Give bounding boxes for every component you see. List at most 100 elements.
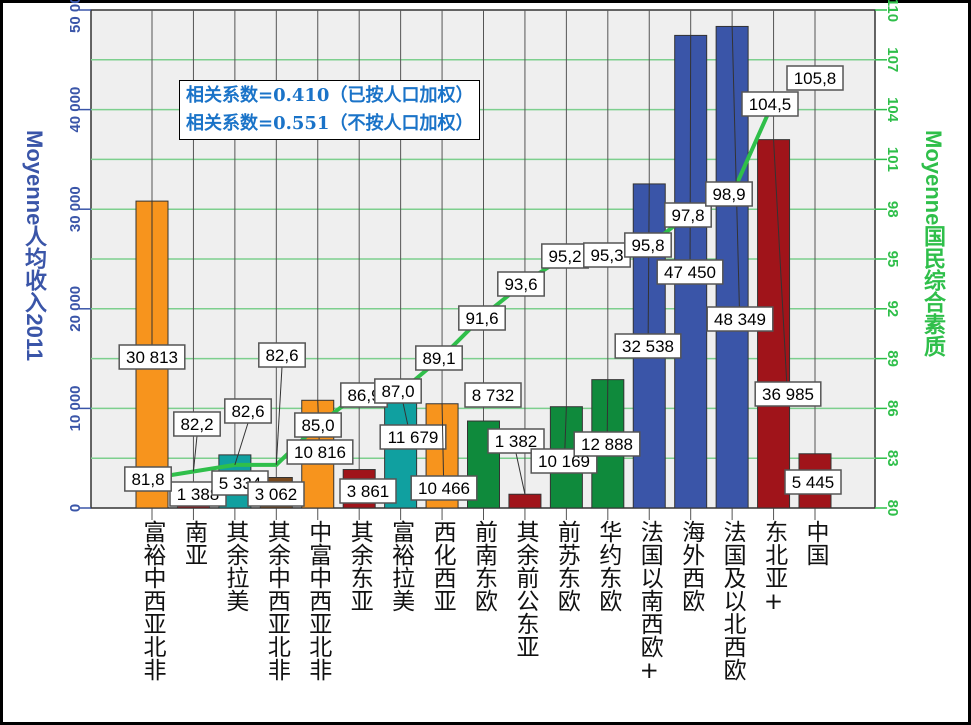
data-label-box bbox=[664, 202, 712, 228]
y-tick-label-right: 80 bbox=[884, 500, 901, 517]
quality-value-label: 105,8 bbox=[786, 65, 844, 91]
leader-line bbox=[192, 435, 198, 472]
quality-value-label: 89,1 bbox=[415, 345, 463, 371]
income-value-label: 3 062 bbox=[247, 481, 305, 507]
category-label: 中富中西亚北非 bbox=[304, 520, 331, 681]
y-tick-label-right: 110 bbox=[884, 0, 901, 22]
data-label-text: 12 888 bbox=[581, 435, 633, 454]
y-tick-label-right: 89 bbox=[884, 350, 901, 367]
data-label-text: 87,0 bbox=[381, 382, 414, 401]
quality-value-label: 82,6 bbox=[258, 342, 306, 465]
leader-line bbox=[773, 139, 789, 407]
data-label-box bbox=[294, 412, 342, 438]
data-label-box bbox=[464, 382, 522, 408]
quality-value-label: 91,6 bbox=[458, 305, 506, 331]
quality-value-label: 95,3 bbox=[583, 242, 631, 268]
data-label-text: 10 816 bbox=[294, 443, 346, 462]
data-label-box bbox=[173, 411, 221, 437]
data-label-text: 86,9 bbox=[347, 386, 380, 405]
category-label: 其余拉美 bbox=[221, 520, 248, 612]
data-label-box bbox=[786, 65, 844, 91]
data-label-text: 95,2 bbox=[548, 247, 581, 266]
quality-value-label: 87,0 bbox=[374, 378, 422, 404]
data-label-box bbox=[374, 378, 422, 404]
income-value-label: 10 816 bbox=[286, 400, 354, 465]
data-label-text: 10 466 bbox=[418, 479, 470, 498]
data-label-text: 48 349 bbox=[714, 310, 766, 329]
category-label: 东北亚+ bbox=[760, 520, 787, 615]
data-label-box bbox=[124, 466, 172, 492]
y-tick-label-left: 30 000 bbox=[67, 186, 84, 232]
data-label-box bbox=[286, 439, 354, 465]
y-tick-label-left: 10 000 bbox=[67, 385, 84, 431]
data-label-text: 81,8 bbox=[131, 470, 164, 489]
data-label-box bbox=[573, 431, 641, 457]
data-label-box bbox=[339, 478, 397, 504]
category-label: 华约东欧 bbox=[594, 520, 621, 612]
quality-line bbox=[151, 100, 776, 481]
data-label-text: 11 679 bbox=[388, 428, 439, 447]
y-tick-label-right: 104 bbox=[884, 97, 901, 123]
data-label-text: 32 538 bbox=[622, 337, 674, 356]
category-label: 前南东欧 bbox=[470, 520, 497, 612]
category-label: 南亚 bbox=[180, 520, 207, 566]
data-label-text: 98,9 bbox=[712, 185, 745, 204]
category-label: 其余中西亚北非 bbox=[263, 520, 290, 681]
y-tick-label-right: 98 bbox=[884, 201, 901, 218]
y-axis-left-label: Moyenne人均收入2011 bbox=[22, 130, 47, 362]
y-tick-label-right: 83 bbox=[884, 450, 901, 467]
category-label: 其余前公东亚 bbox=[511, 520, 538, 658]
y-axis-right-label: Moyenne国民综合素质 bbox=[921, 130, 946, 358]
quality-value-label: 104,5 bbox=[741, 91, 799, 117]
quality-value-label: 82,2 bbox=[173, 411, 221, 472]
quality-value-label: 95,2 bbox=[541, 243, 589, 269]
annotation-unweighted: 相关系数=0.551（不按人口加权） bbox=[186, 113, 474, 134]
data-label-box bbox=[118, 344, 186, 370]
category-label: 富裕中西亚北非 bbox=[139, 520, 165, 681]
category-label: 法国以南西欧+ bbox=[636, 520, 663, 684]
data-label-box bbox=[583, 242, 631, 268]
data-label-box bbox=[458, 305, 506, 331]
quality-value-label: 81,8 bbox=[124, 466, 172, 492]
data-label-text: 36 985 bbox=[762, 385, 814, 404]
y-tick-label-left: 20 000 bbox=[67, 286, 84, 332]
y-tick-label-left: 40 000 bbox=[67, 87, 84, 133]
quality-value-label: 82,6 bbox=[224, 398, 272, 465]
data-label-text: 104,5 bbox=[749, 95, 792, 114]
data-label-text: 105,8 bbox=[794, 69, 837, 88]
y-tick-label-right: 95 bbox=[884, 251, 901, 268]
data-label-text: 47 450 bbox=[664, 263, 716, 282]
data-label-box bbox=[784, 469, 842, 495]
data-label-text: 97,8 bbox=[671, 206, 704, 225]
income-value-label: 36 985 bbox=[754, 139, 822, 407]
y-tick-label-right: 107 bbox=[884, 47, 901, 72]
data-label-text: 95,3 bbox=[590, 246, 623, 265]
income-value-label: 47 450 bbox=[656, 35, 724, 285]
income-value-label: 8 732 bbox=[464, 382, 522, 408]
data-label-text: 5 445 bbox=[792, 473, 835, 492]
quality-value-label: 97,8 bbox=[664, 202, 712, 228]
data-label-text: 82,2 bbox=[180, 415, 213, 434]
data-label-box bbox=[410, 475, 478, 501]
data-label-box bbox=[247, 481, 305, 507]
y-tick-label-right: 86 bbox=[884, 400, 901, 417]
data-label-text: 82,6 bbox=[265, 346, 298, 365]
income-value-label: 48 349 bbox=[706, 26, 774, 332]
y-tick-label-right: 92 bbox=[884, 300, 901, 317]
data-label-box bbox=[706, 306, 774, 332]
data-label-text: 3 062 bbox=[255, 485, 298, 504]
leader-line bbox=[647, 183, 650, 359]
data-label-box bbox=[614, 333, 682, 359]
data-label-text: 93,6 bbox=[504, 275, 537, 294]
data-label-text: 1 388 bbox=[177, 485, 220, 504]
income-value-label: 3 861 bbox=[339, 478, 397, 504]
data-label-box bbox=[224, 398, 272, 424]
leader-line bbox=[275, 366, 283, 465]
income-value-label: 32 538 bbox=[614, 183, 682, 359]
data-label-text: 3 861 bbox=[347, 482, 390, 501]
data-label-box bbox=[741, 91, 799, 117]
data-label-text: 1 382 bbox=[495, 432, 538, 451]
category-label: 西化西亚 bbox=[429, 520, 456, 612]
leader-line bbox=[515, 452, 526, 495]
data-label-box bbox=[258, 342, 306, 368]
